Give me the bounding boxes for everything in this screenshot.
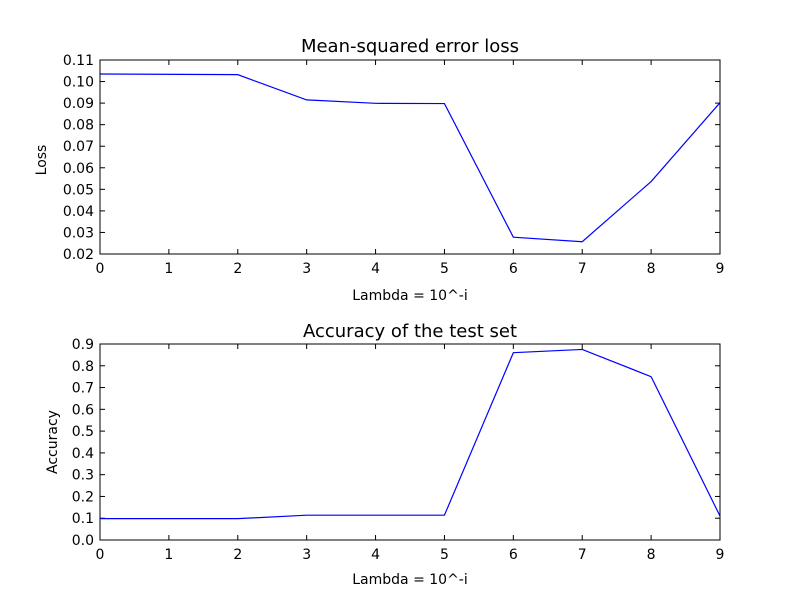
- accuracy-y-tick-label: 0.8: [72, 359, 94, 375]
- loss-y-axis-label: Loss: [34, 145, 50, 176]
- loss-x-tick-label: 1: [164, 261, 173, 277]
- accuracy-x-tick-label: 7: [578, 547, 587, 563]
- accuracy-y-tick-label: 0.7: [72, 381, 94, 397]
- loss-subplot: Mean-squared error loss Lambda = 10^-i L…: [34, 36, 724, 304]
- accuracy-x-axis-label: Lambda = 10^-i: [352, 572, 468, 588]
- loss-y-tick-label: 0.07: [63, 139, 94, 155]
- accuracy-y-tick-label: 0.6: [72, 402, 94, 418]
- accuracy-x-tick-label: 1: [164, 547, 173, 563]
- accuracy-y-tick-label: 0.5: [72, 424, 94, 440]
- accuracy-series-line: [100, 348, 721, 520]
- loss-x-tick-label: 0: [96, 261, 105, 277]
- loss-x-tick-label: 3: [302, 261, 311, 277]
- accuracy-x-tick-label: 5: [440, 547, 449, 563]
- loss-x-tick-label: 8: [647, 261, 656, 277]
- accuracy-chart-title: Accuracy of the test set: [303, 321, 517, 342]
- accuracy-y-tick-label: 0.2: [72, 489, 94, 505]
- loss-x-axis-label: Lambda = 10^-i: [352, 288, 468, 304]
- loss-y-tick-label: 0.02: [63, 247, 94, 263]
- loss-y-tick-label: 0.03: [63, 225, 94, 241]
- accuracy-y-tick-label: 0.3: [72, 468, 94, 484]
- loss-y-tick-label: 0.05: [63, 182, 94, 198]
- loss-y-tick-label: 0.04: [63, 204, 94, 220]
- accuracy-plot-frame: [99, 343, 721, 541]
- loss-x-tick-label: 6: [509, 261, 518, 277]
- loss-x-tick-label: 9: [716, 261, 725, 277]
- loss-x-tick-label: 2: [233, 261, 242, 277]
- accuracy-y-axis-label: Accuracy: [45, 410, 61, 474]
- loss-plot-frame: [99, 59, 721, 255]
- loss-x-tick-label: 7: [578, 261, 587, 277]
- loss-x-tick-label: 5: [440, 261, 449, 277]
- loss-y-tick-label: 0.06: [63, 161, 94, 177]
- loss-y-tick-label: 0.09: [63, 96, 94, 112]
- loss-y-tick-label: 0.10: [63, 75, 94, 91]
- accuracy-x-tick-label: 3: [302, 547, 311, 563]
- accuracy-subplot: Accuracy of the test set Lambda = 10^-i …: [45, 321, 724, 588]
- loss-chart-title: Mean-squared error loss: [301, 36, 519, 57]
- loss-x-tick-label: 4: [371, 261, 380, 277]
- accuracy-x-tick-label: 2: [233, 547, 242, 563]
- accuracy-y-tick-label: 0.9: [72, 337, 94, 353]
- accuracy-y-tick-label: 0.1: [72, 511, 94, 527]
- loss-y-tick-label: 0.11: [63, 53, 94, 69]
- accuracy-x-tick-label: 8: [647, 547, 656, 563]
- accuracy-y-tick-label: 0.0: [72, 533, 94, 549]
- accuracy-y-tick-label: 0.4: [72, 446, 94, 462]
- accuracy-x-tick-label: 9: [716, 547, 725, 563]
- accuracy-x-tick-label: 6: [509, 547, 518, 563]
- loss-series-line: [99, 73, 721, 243]
- loss-y-tick-label: 0.08: [63, 118, 94, 134]
- accuracy-ticks: 0 1 2 3 4 5 6 7 8 9 0.0 0.1 0.2 0.3 0.4 0.5 0.6 0.7 0.8 0.9: [72, 337, 725, 563]
- accuracy-x-tick-label: 4: [371, 547, 380, 563]
- loss-ticks: 0 1 2 3 4 5 6 7 8 9 0.02 0.03 0.04 0.05 0.06 0.07 0.08 0.…: [63, 53, 725, 277]
- accuracy-x-tick-label: 0: [96, 547, 105, 563]
